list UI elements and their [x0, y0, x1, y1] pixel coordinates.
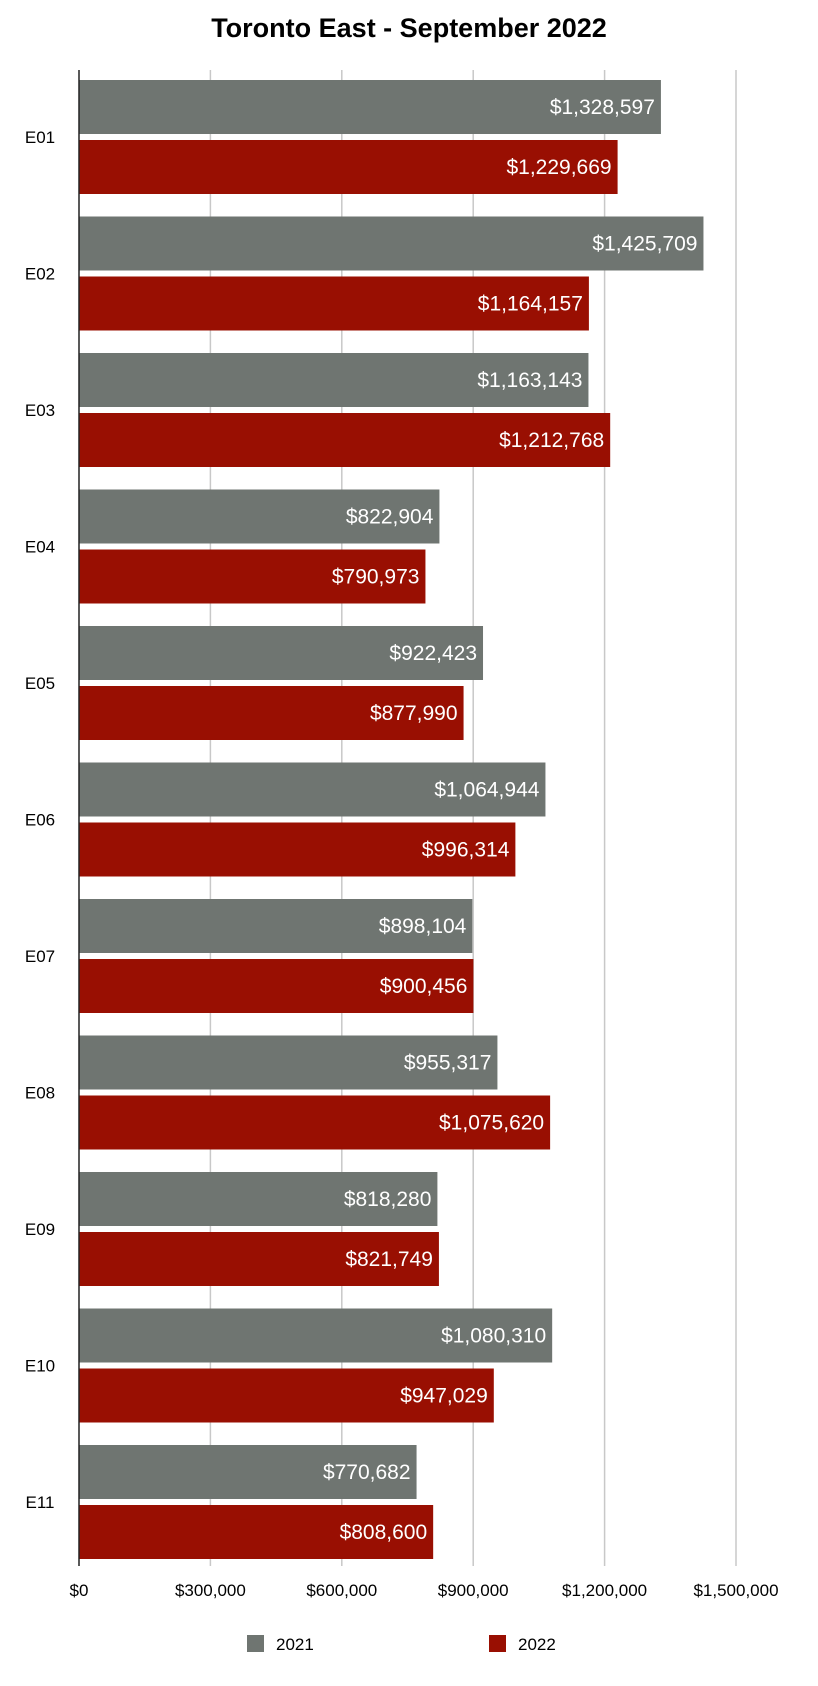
data-label-2021-E06: $1,064,944 [434, 779, 539, 802]
bar-2021-E06 [79, 762, 546, 817]
bar-2021-E03 [79, 353, 589, 407]
data-label-2022-E09: $821,749 [345, 1248, 433, 1271]
category-label-E07: E07 [25, 947, 55, 966]
bar-2021-E08 [79, 1035, 498, 1090]
bar-2022-E11 [79, 1505, 434, 1559]
data-label-2021-E05: $922,423 [389, 642, 477, 665]
legend: 2021 2022 [247, 1635, 556, 1654]
data-label-2021-E08: $955,317 [404, 1052, 492, 1075]
category-label-E10: E10 [25, 1357, 55, 1376]
data-label-2022-E11: $808,600 [340, 1521, 428, 1544]
data-label-2021-E09: $818,280 [344, 1188, 432, 1211]
bar-2022-E03 [79, 413, 611, 467]
category-label-E01: E01 [25, 128, 55, 147]
category-label-E03: E03 [25, 401, 55, 420]
data-label-2021-E07: $898,104 [379, 915, 467, 938]
bars [79, 80, 704, 1559]
x-tick-label: $900,000 [438, 1581, 509, 1600]
x-tick-label: $600,000 [306, 1581, 377, 1600]
bar-2022-E02 [79, 276, 589, 331]
bar-2021-E09 [79, 1172, 438, 1226]
category-label-E06: E06 [25, 811, 55, 830]
bar-2022-E05 [79, 686, 464, 740]
data-label-2021-E01: $1,328,597 [550, 96, 655, 119]
bar-2021-E04 [79, 489, 440, 544]
data-label-2022-E08: $1,075,620 [439, 1112, 544, 1135]
data-label-2022-E01: $1,229,669 [506, 156, 611, 179]
bar-2022-E06 [79, 822, 516, 877]
bar-2022-E08 [79, 1095, 551, 1150]
data-label-2022-E07: $900,456 [380, 975, 468, 998]
x-axis-ticks: $0 $300,000 $600,000 $900,000 $1,200,000 $1,5… [70, 1581, 779, 1600]
bar-2022-E01 [79, 140, 618, 194]
bar-2021-E10 [79, 1308, 553, 1363]
category-label-E04: E04 [25, 538, 55, 557]
bar-2022-E10 [79, 1368, 494, 1423]
data-label-2022-E05: $877,990 [370, 702, 458, 725]
data-labels: $1,328,597 $1,229,669 $1,425,709 $1,164,157… [323, 96, 697, 1544]
category-label-E05: E05 [25, 674, 55, 693]
data-label-2021-E04: $822,904 [346, 506, 434, 529]
bar-2022-E07 [79, 959, 474, 1013]
category-label-E11: E11 [26, 1493, 55, 1512]
category-labels: E01 E02 E03 E04 E05 E06 E07 E08 E09 E10 E11 [25, 128, 55, 1512]
legend-swatch-2022 [489, 1635, 506, 1652]
data-label-2021-E11: $770,682 [323, 1461, 411, 1484]
legend-label-2022: 2022 [518, 1635, 556, 1654]
bar-2021-E07 [79, 899, 473, 953]
data-label-2021-E03: $1,163,143 [477, 369, 582, 392]
category-label-E09: E09 [25, 1220, 55, 1239]
category-label-E02: E02 [25, 265, 55, 284]
x-tick-label: $300,000 [175, 1581, 246, 1600]
bar-2021-E05 [79, 626, 484, 680]
data-label-2022-E03: $1,212,768 [499, 429, 604, 452]
x-tick-label: $1,200,000 [562, 1581, 647, 1600]
data-label-2022-E04: $790,973 [332, 566, 420, 589]
bar-2021-E02 [79, 216, 704, 271]
data-label-2022-E10: $947,029 [400, 1385, 488, 1408]
bar-2021-E01 [79, 80, 661, 134]
legend-label-2021: 2021 [276, 1635, 314, 1654]
chart-title: Toronto East - September 2022 [211, 13, 607, 43]
bar-2022-E09 [79, 1232, 439, 1286]
x-tick-label: $0 [70, 1581, 89, 1600]
data-label-2021-E10: $1,080,310 [441, 1325, 546, 1348]
bar-2021-E11 [79, 1445, 417, 1499]
bar-2022-E04 [79, 549, 426, 604]
category-label-E08: E08 [25, 1084, 55, 1103]
x-tick-label: $1,500,000 [693, 1581, 778, 1600]
data-label-2022-E06: $996,314 [422, 839, 510, 862]
data-label-2021-E02: $1,425,709 [592, 233, 697, 256]
legend-swatch-2021 [247, 1635, 264, 1652]
data-label-2022-E02: $1,164,157 [478, 293, 583, 316]
